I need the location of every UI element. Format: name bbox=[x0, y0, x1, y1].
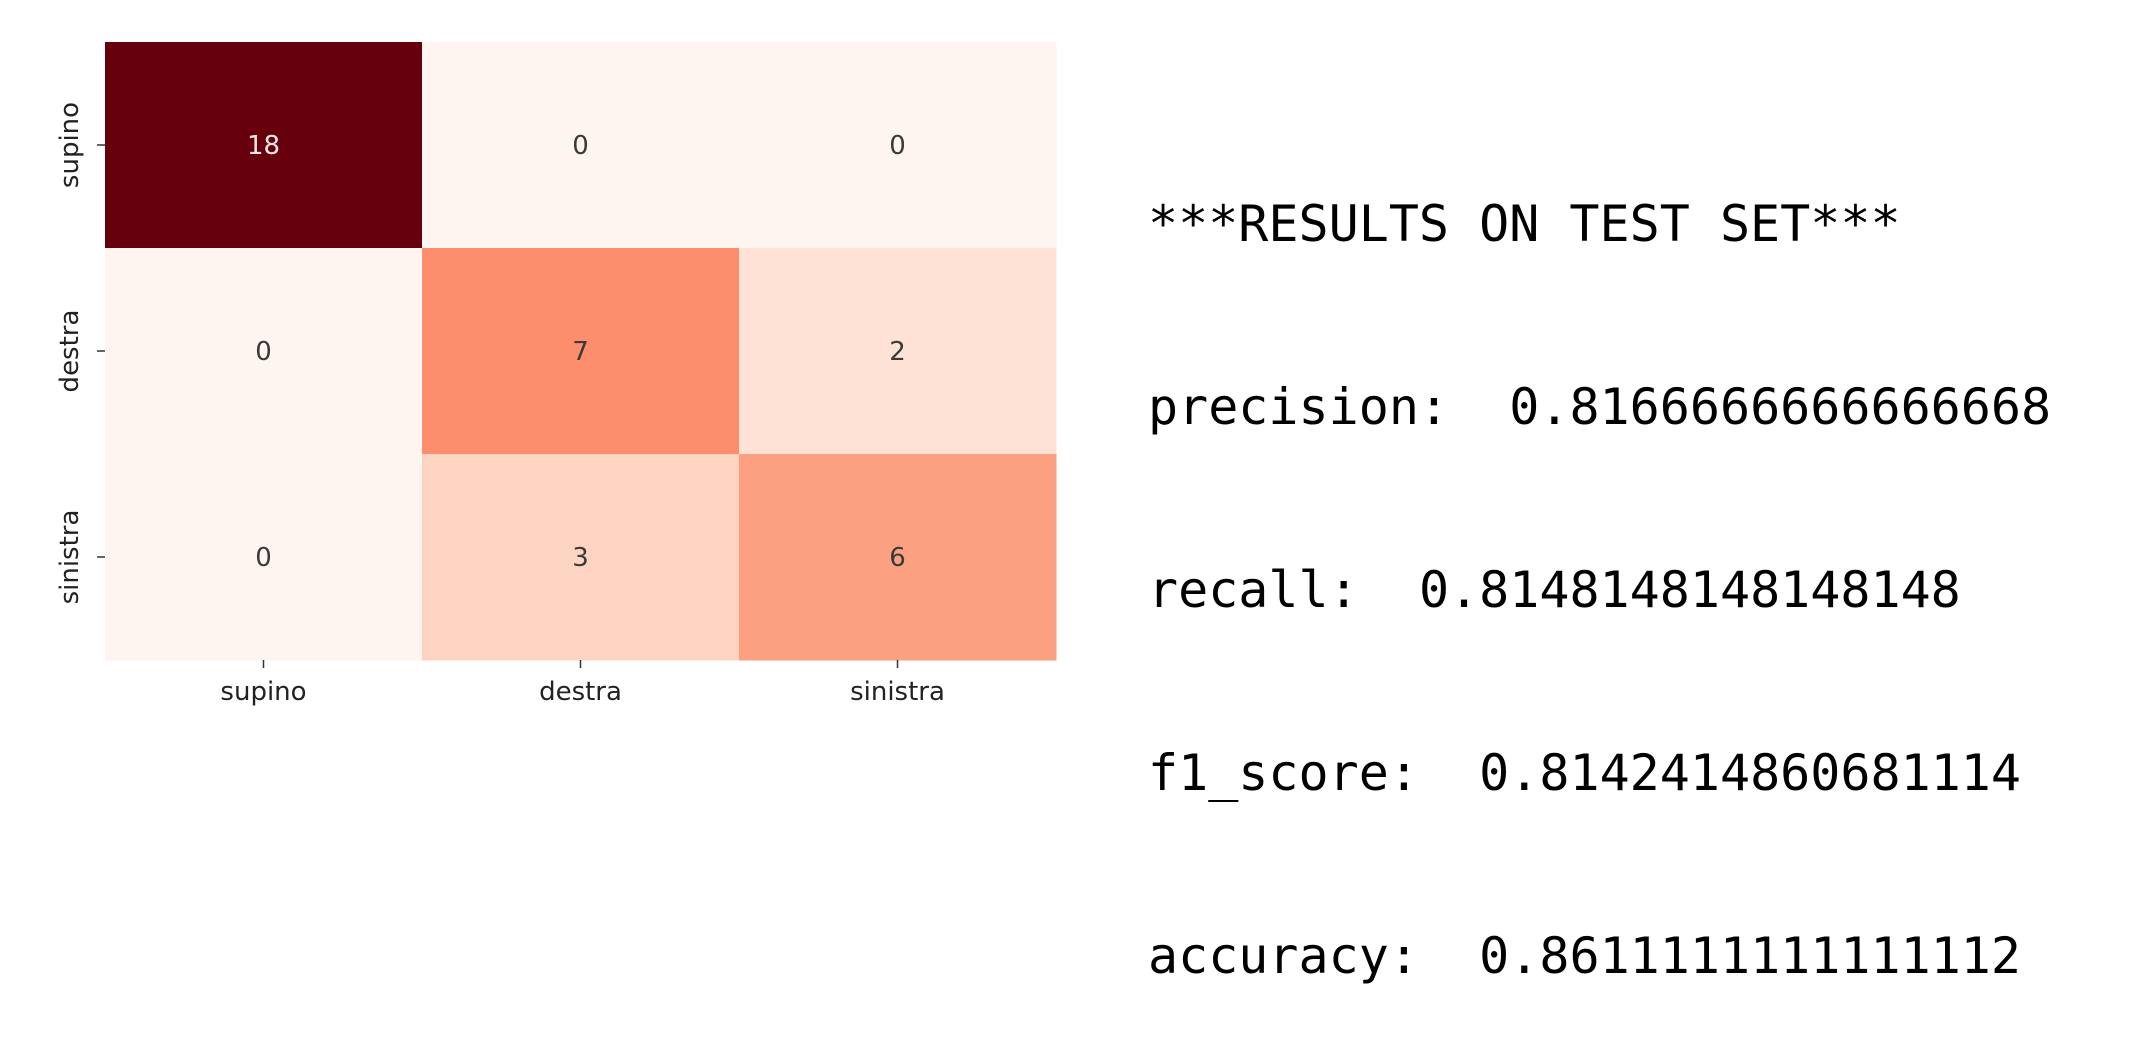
f1-score-value: 0.8142414860681114 bbox=[1479, 744, 2022, 802]
y-tick-label-sinistra: sinistra bbox=[55, 510, 85, 605]
heatmap-cell-sinistra-sinistra bbox=[739, 454, 1057, 661]
recall-value: 0.8148148148148148 bbox=[1418, 561, 1961, 619]
cell-value-destra-supino: 0 bbox=[255, 337, 272, 367]
cell-value-destra-sinistra: 2 bbox=[889, 337, 906, 367]
test-set-results: ***RESULTS ON TEST SET*** precision: 0.8… bbox=[1148, 72, 2051, 1048]
cell-value-sinistra-sinistra: 6 bbox=[889, 543, 906, 573]
y-tick-label-supino: supino bbox=[55, 102, 85, 188]
confusion-matrix-heatmap: 18 0 0 0 7 2 0 3 6 supino destra sinistra supino dest… bbox=[55, 42, 1057, 707]
cell-value-sinistra-destra: 3 bbox=[572, 543, 589, 573]
y-tick-label-destra: destra bbox=[55, 310, 85, 393]
precision-row: precision: 0.8166666666666668 bbox=[1148, 377, 2051, 438]
x-tick-label-supino: supino bbox=[220, 677, 306, 707]
precision-value: 0.8166666666666668 bbox=[1509, 378, 2052, 436]
cell-value-sinistra-supino: 0 bbox=[255, 543, 272, 573]
recall-row: recall: 0.8148148148148148 bbox=[1148, 560, 2051, 621]
f1-score-label: f1_score: bbox=[1148, 744, 1419, 802]
heatmap-cell-destra-supino bbox=[105, 248, 423, 455]
heatmap-cell-destra-sinistra bbox=[739, 248, 1057, 455]
heatmap-cell-sinistra-destra bbox=[422, 454, 740, 661]
x-tick-label-destra: destra bbox=[539, 677, 622, 707]
results-header: ***RESULTS ON TEST SET*** bbox=[1148, 195, 1901, 253]
accuracy-value: 0.8611111111111112 bbox=[1479, 927, 2022, 985]
accuracy-row: accuracy: 0.8611111111111112 bbox=[1148, 926, 2051, 987]
cell-value-destra-destra: 7 bbox=[572, 337, 589, 367]
heatmap-cell-destra-destra bbox=[422, 248, 740, 455]
precision-label: precision: bbox=[1148, 378, 1450, 436]
accuracy-label: accuracy: bbox=[1148, 927, 1419, 985]
x-tick-label-sinistra: sinistra bbox=[850, 677, 945, 707]
f1-score-row: f1_score: 0.8142414860681114 bbox=[1148, 743, 2051, 804]
heatmap-cell-supino-destra bbox=[422, 42, 740, 249]
cell-value-supino-destra: 0 bbox=[572, 131, 589, 161]
heatmap-cell-sinistra-supino bbox=[105, 454, 423, 661]
heatmap-cell-supino-supino bbox=[105, 42, 423, 249]
recall-label: recall: bbox=[1148, 561, 1359, 619]
heatmap-cell-supino-sinistra bbox=[739, 42, 1057, 249]
cell-value-supino-supino: 18 bbox=[247, 131, 280, 161]
cell-value-supino-sinistra: 0 bbox=[889, 131, 906, 161]
